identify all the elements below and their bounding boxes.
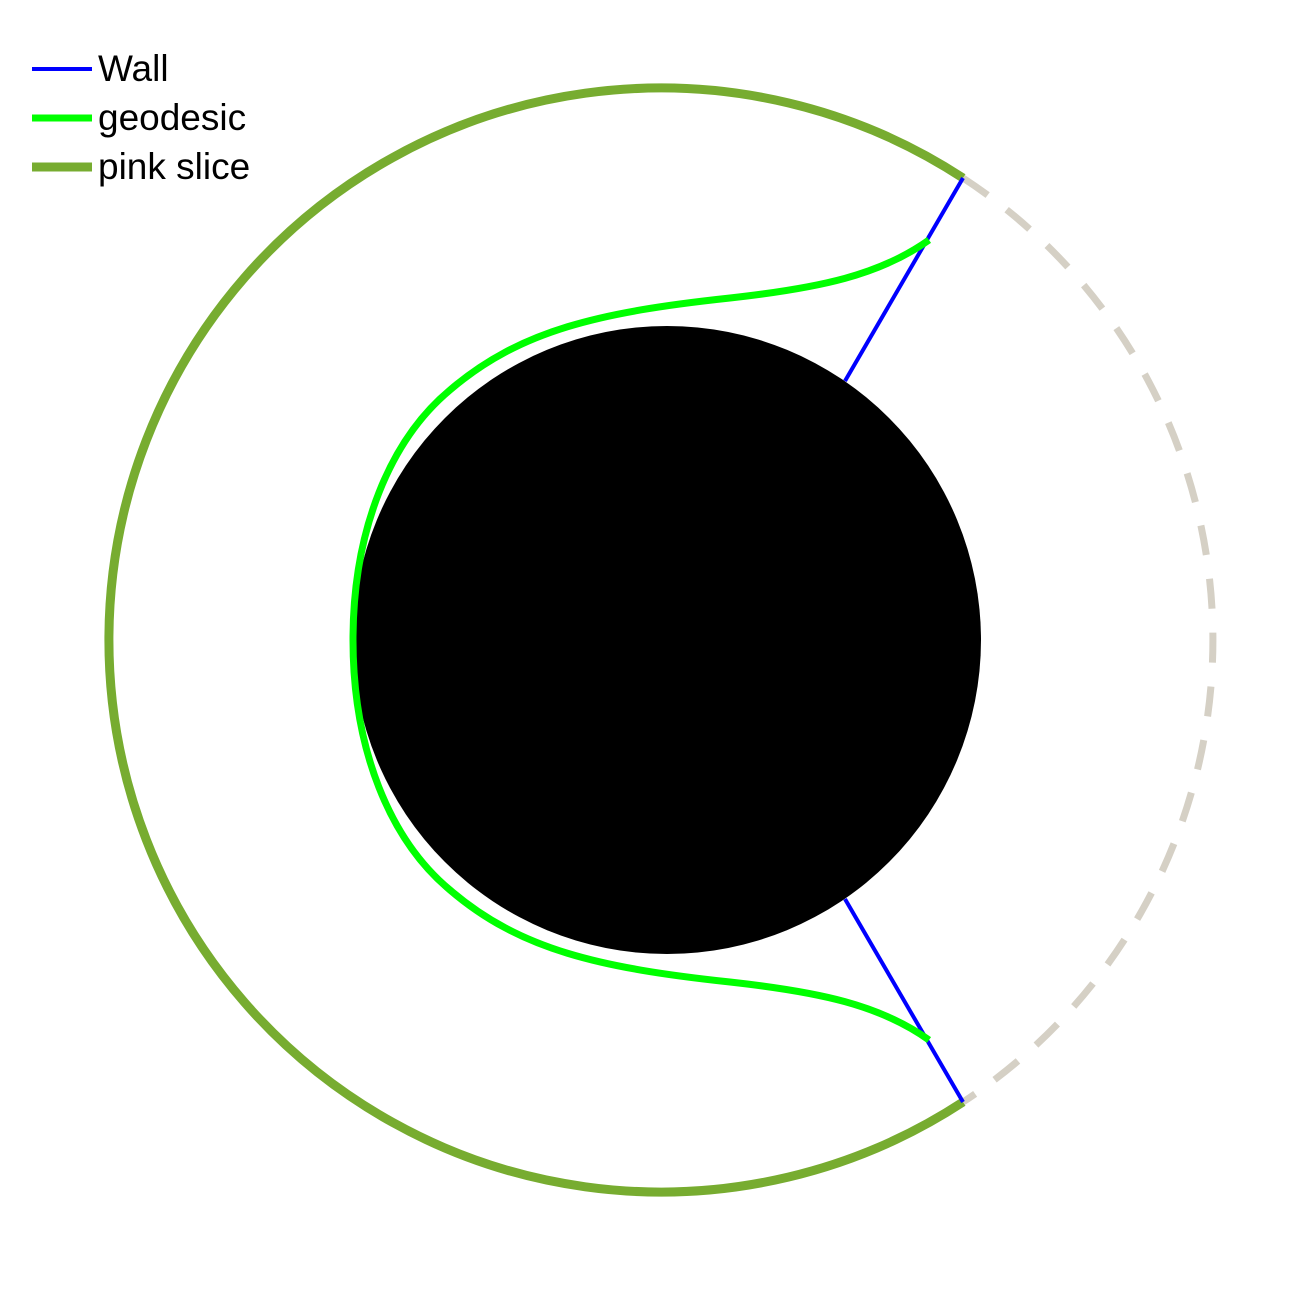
legend-item-wall: Wall — [32, 44, 250, 93]
legend: Wall geodesic pink slice — [32, 44, 250, 191]
legend-swatch-wall — [32, 66, 92, 71]
wall-line-upper — [843, 176, 965, 383]
legend-label-geodesic: geodesic — [98, 97, 247, 138]
black-hole-disk — [353, 326, 981, 954]
legend-item-pink-slice: pink slice — [32, 142, 250, 191]
wall-line-lower — [843, 897, 965, 1104]
legend-swatch-geodesic — [32, 114, 92, 121]
pink-slice-arc — [104, 83, 966, 1197]
legend-swatch-pink-slice — [32, 162, 92, 171]
legend-item-geodesic: geodesic — [32, 93, 250, 142]
legend-label-wall: Wall — [98, 48, 169, 89]
geodesic-curve — [349, 237, 932, 1043]
dashed-boundary-arc — [961, 175, 1217, 1105]
legend-label-pink-slice: pink slice — [98, 146, 251, 187]
